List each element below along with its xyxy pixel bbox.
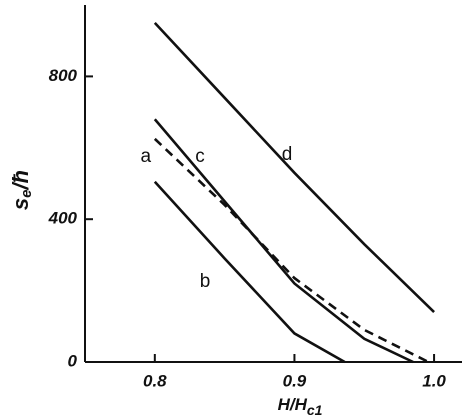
- x-tick-label: 0.9: [283, 371, 307, 390]
- series-label: a: [141, 146, 152, 167]
- series-line: [153, 21, 435, 313]
- series-label: c: [195, 146, 205, 167]
- series-line: [153, 180, 346, 364]
- y-tick-label: 800: [49, 66, 78, 85]
- y-label-rest: /ħ: [8, 170, 33, 191]
- y-label-main: s: [8, 198, 33, 210]
- y-tick-label: 0: [68, 351, 78, 370]
- series-label: b: [200, 271, 211, 292]
- y-label-sub: e: [18, 189, 35, 197]
- x-label-main: H/H: [278, 395, 308, 414]
- series-line: [153, 137, 430, 364]
- y-tick-label: 400: [48, 209, 78, 228]
- series-label: d: [282, 144, 293, 165]
- y-axis-label: se/ħ: [8, 170, 35, 210]
- x-tick-label: 1.0: [422, 371, 446, 390]
- x-axis-label: H/Hc1: [278, 395, 323, 417]
- x-tick-label: 0.8: [143, 371, 167, 390]
- x-label-sub: c1: [307, 402, 323, 418]
- series-line: [153, 118, 414, 364]
